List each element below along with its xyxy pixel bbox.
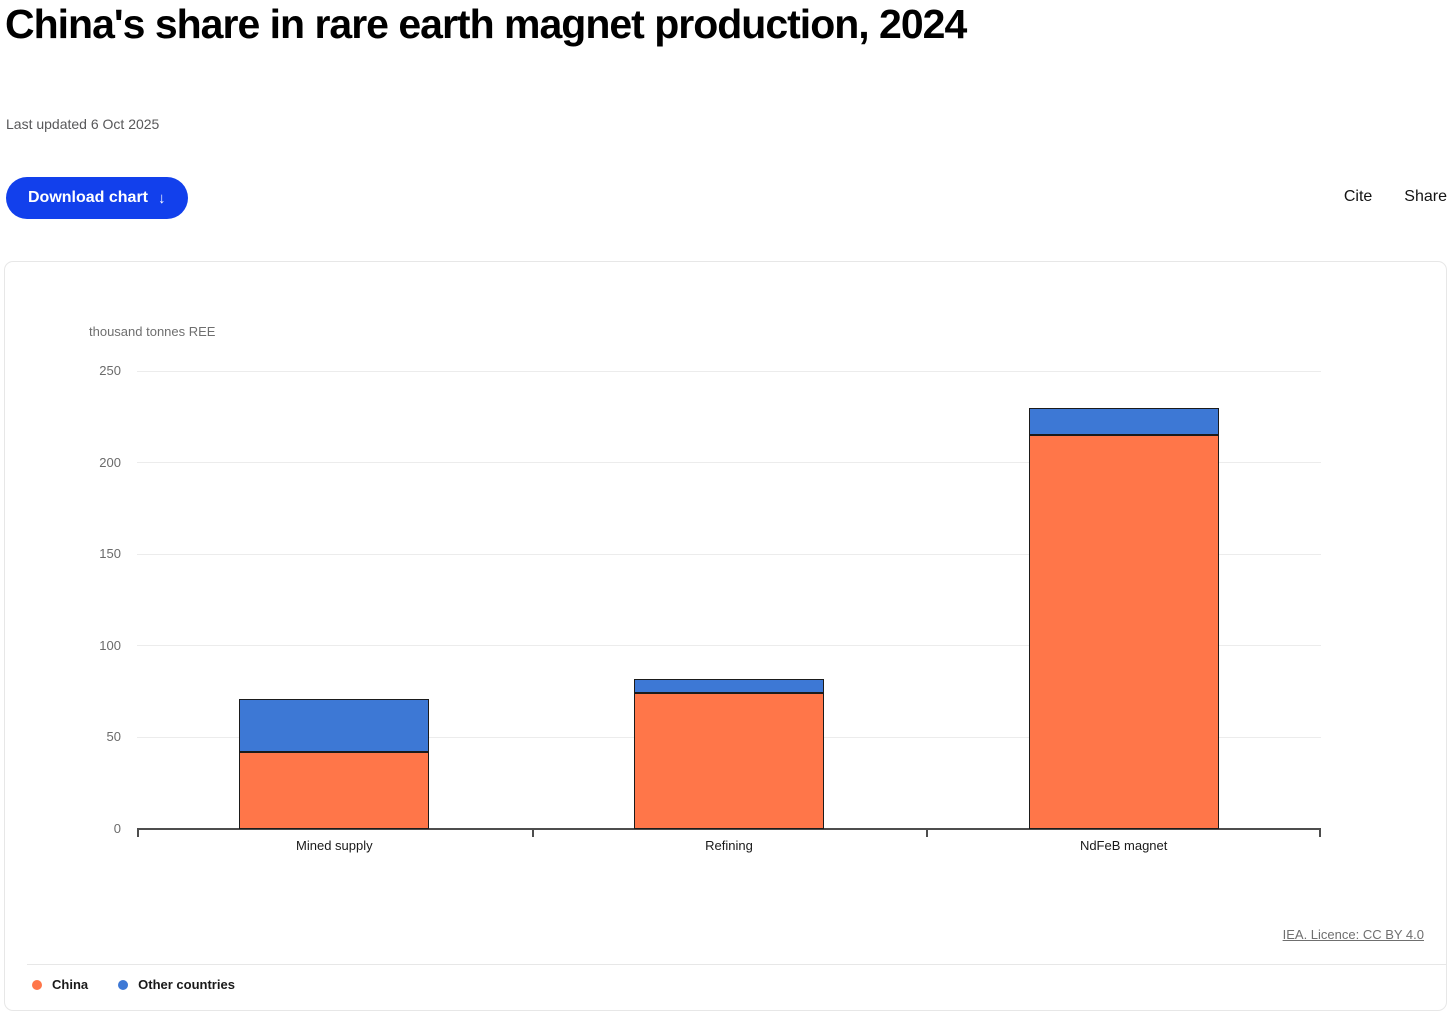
x-axis-line <box>137 828 1321 830</box>
x-axis-tick <box>1319 829 1321 837</box>
bar-segment-china[interactable] <box>1028 435 1219 829</box>
x-category-label-2: Refining <box>705 838 753 853</box>
chart-card: thousand tonnes REE 0 50 100 150 200 250 Mined… <box>4 261 1447 1011</box>
bar-segment-other-countries[interactable] <box>634 678 824 694</box>
toolbar-links: Cite Share <box>1344 188 1447 206</box>
x-axis-tick <box>137 829 139 837</box>
gridline-y-150 <box>137 553 1321 555</box>
y-tick-label-250: 250 <box>99 363 121 378</box>
download-chart-label: Download chart <box>28 189 149 206</box>
plot-area: 0 50 100 150 200 250 Mined supply Refining NdFeB… <box>99 363 1321 853</box>
bar-segment-china[interactable] <box>634 693 824 829</box>
y-axis-unit-label: thousand tonnes REE <box>89 324 216 339</box>
cite-button[interactable]: Cite <box>1343 188 1373 205</box>
x-category-label-3: NdFeB magnet <box>1079 838 1168 853</box>
bar-segment-other-countries[interactable] <box>1028 407 1219 436</box>
legend-dot-icon <box>118 979 129 990</box>
download-arrow-icon: ↓ <box>158 189 166 207</box>
legend-label: China <box>52 977 89 992</box>
gridline-y-200 <box>137 462 1321 464</box>
y-tick-label-0: 0 <box>113 821 121 836</box>
y-tick-label-100: 100 <box>99 637 121 653</box>
bar-segment-china[interactable] <box>239 752 430 829</box>
legend-label: Other countries <box>138 977 235 992</box>
gridline-y-250 <box>137 370 1321 372</box>
last-updated: Last updated 6 Oct 2025 <box>6 116 160 132</box>
download-chart-button[interactable]: Download chart ↓ <box>6 177 188 219</box>
legend-item-other-countries[interactable]: Other countries <box>118 977 235 992</box>
bar-segment-other-countries[interactable] <box>239 698 430 753</box>
share-button[interactable]: Share <box>1404 188 1447 205</box>
legend-separator <box>27 964 1446 965</box>
bar-1[interactable] <box>239 698 430 829</box>
gridline-y-100 <box>137 645 1321 647</box>
legend-item-china[interactable]: China <box>32 977 88 992</box>
y-tick-label-200: 200 <box>99 454 121 470</box>
chart-legend: China Other countries <box>32 977 235 992</box>
source-licence-link[interactable]: IEA. Licence: CC BY 4.0 <box>1282 927 1424 942</box>
page-title: China's share in rare earth magnet produ… <box>5 1 967 47</box>
bar-2[interactable] <box>634 678 824 829</box>
x-axis-tick <box>531 829 534 837</box>
y-tick-label-50: 50 <box>106 729 121 745</box>
x-category-label-1: Mined supply <box>296 838 373 853</box>
y-tick-label-150: 150 <box>99 546 121 562</box>
x-axis-tick <box>926 829 929 837</box>
bar-3[interactable] <box>1028 407 1219 829</box>
legend-dot-icon <box>32 979 42 990</box>
